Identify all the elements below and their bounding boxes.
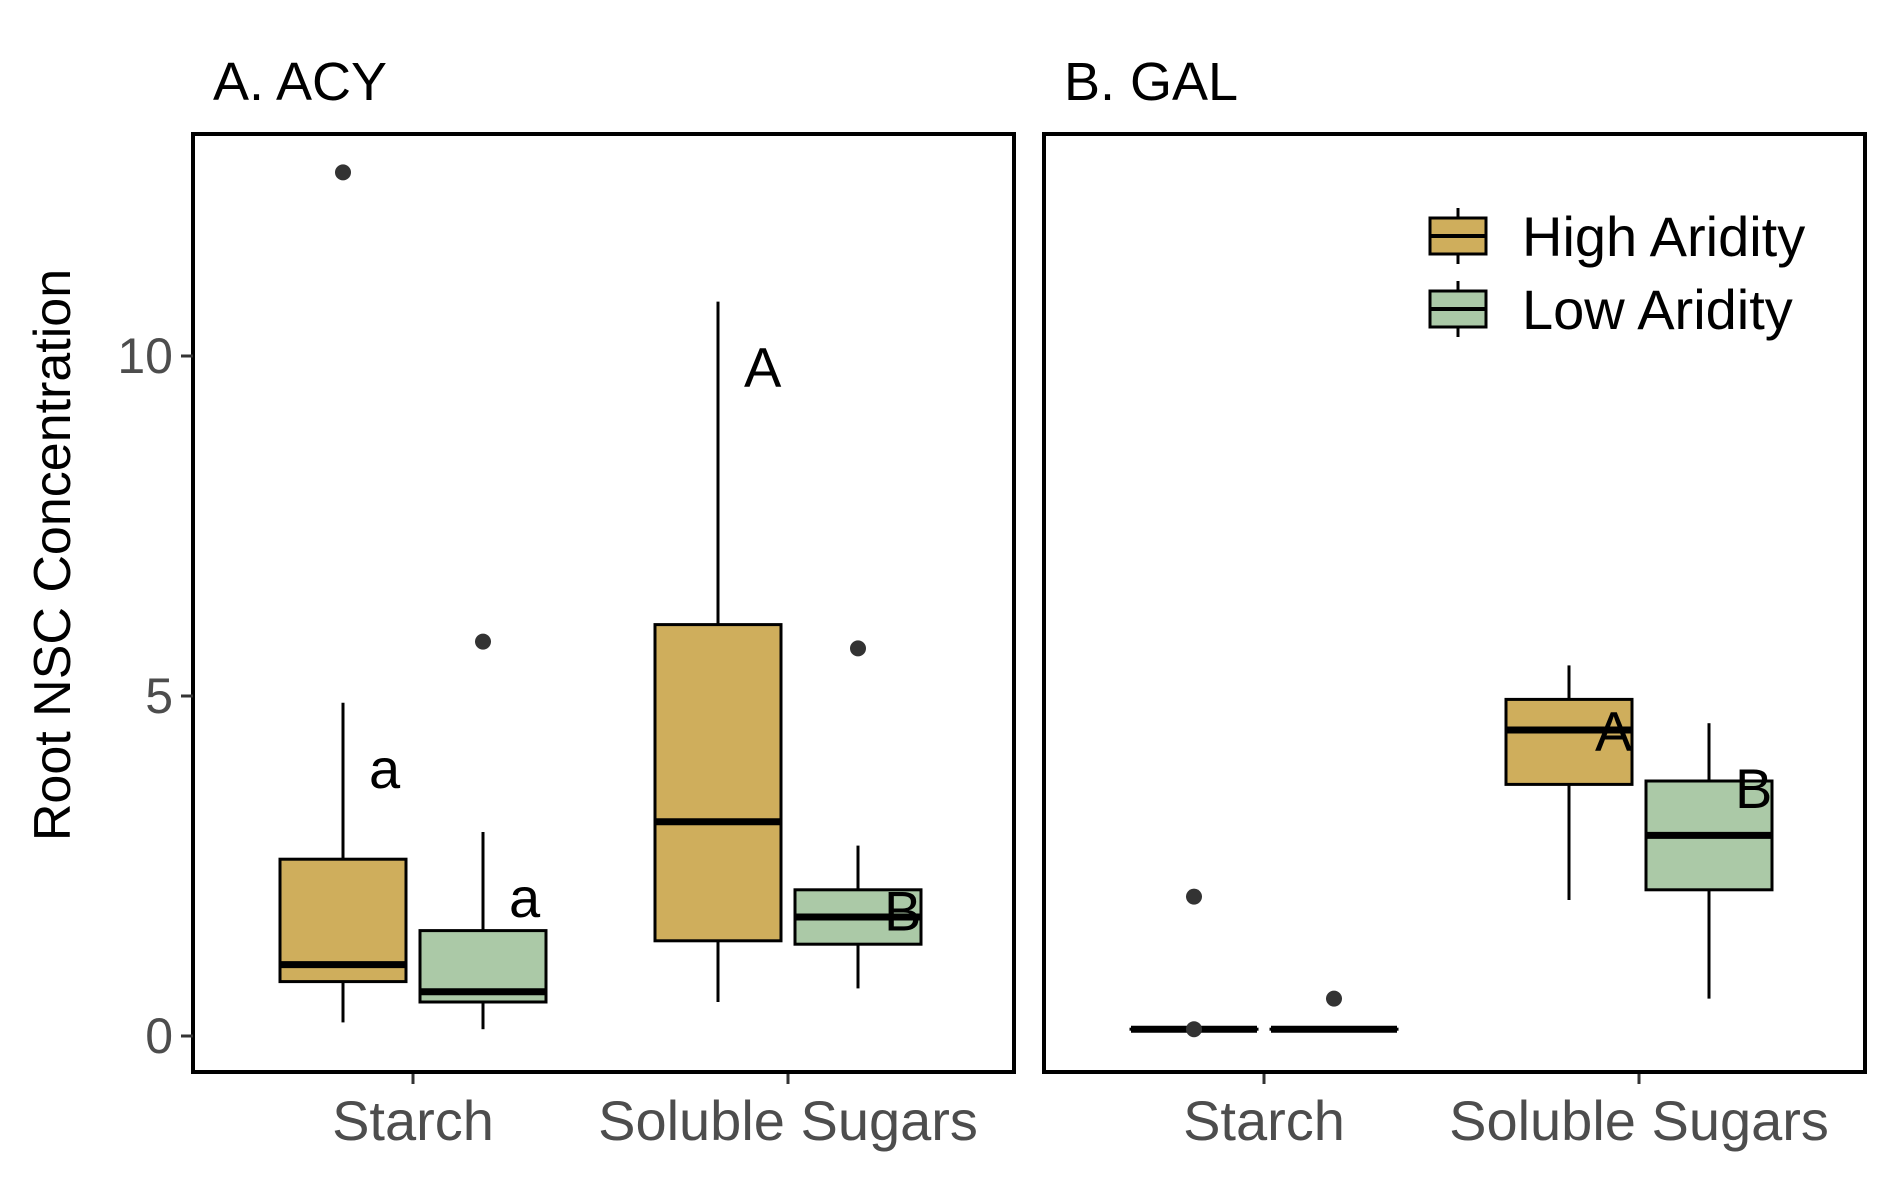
outlier-point xyxy=(475,633,491,650)
outlier-point xyxy=(850,640,866,657)
y-axis-label: Root NSC Concentration xyxy=(24,269,82,841)
x-tick-label: Soluble Sugars xyxy=(598,1089,978,1152)
x-tick-label: Starch xyxy=(332,1089,494,1152)
y-tick-label: 0 xyxy=(145,1008,173,1064)
significance-letter: A xyxy=(744,336,782,399)
y-tick-label: 5 xyxy=(145,668,173,724)
box-low-aridity: B xyxy=(1644,723,1774,999)
significance-letter: a xyxy=(509,866,541,929)
box-high-aridity xyxy=(1129,888,1259,1038)
box-high-aridity: A xyxy=(653,301,783,1002)
significance-letter: A xyxy=(1595,699,1633,762)
panel-border xyxy=(1042,132,1867,1074)
panel-title: B. GAL xyxy=(1064,52,1238,112)
y-tick-label: 10 xyxy=(117,328,173,384)
iqr-box xyxy=(653,623,783,943)
significance-letter: B xyxy=(884,880,921,943)
panel-gal: B. GAL Starch Soluble Sugars A B xyxy=(1042,52,1867,1152)
legend: High Aridity Low Aridity xyxy=(1428,205,1805,341)
significance-letter: B xyxy=(1735,757,1772,820)
legend-label: High Aridity xyxy=(1522,205,1805,268)
legend-label: Low Aridity xyxy=(1522,278,1793,341)
x-tick-label: Starch xyxy=(1183,1089,1345,1152)
box-high-aridity: A xyxy=(1504,665,1634,900)
box-high-aridity: a xyxy=(278,164,408,1023)
outlier-point xyxy=(335,164,351,181)
x-tick-label: Soluble Sugars xyxy=(1449,1089,1829,1152)
panel-title: A. ACY xyxy=(213,52,387,112)
outlier-point xyxy=(1186,1021,1202,1038)
panel-acy: A. ACY 0 5 10 Starch Soluble Sugars a Aa B xyxy=(117,52,1016,1152)
outlier-point xyxy=(1186,888,1202,905)
outlier-point xyxy=(1326,990,1342,1007)
box-low-aridity: a xyxy=(418,633,548,1030)
box-low-aridity: B xyxy=(793,640,923,989)
significance-letter: a xyxy=(369,737,401,800)
iqr-box xyxy=(1504,697,1634,786)
box-low-aridity xyxy=(1269,990,1399,1033)
